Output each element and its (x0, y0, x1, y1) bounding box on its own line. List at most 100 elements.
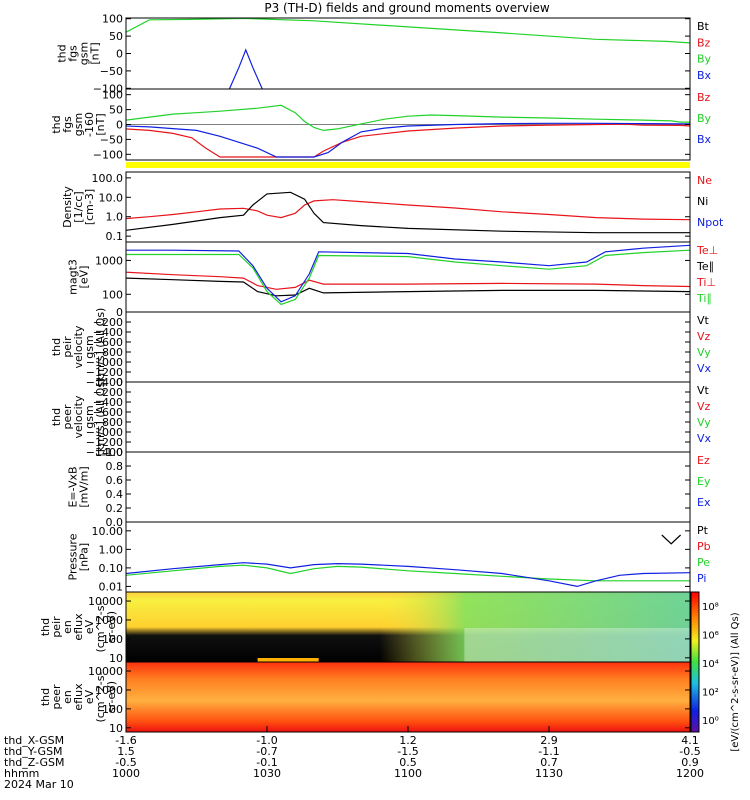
tick-label: −800 (93, 416, 123, 429)
electron-spectrogram-fill (126, 662, 690, 732)
legend-label: Ti∥ (696, 292, 712, 305)
legend-label: Bx (697, 133, 712, 146)
series-density-ni (125, 191, 690, 234)
legend-label: Vx (697, 362, 712, 375)
tick-label: 50 (109, 104, 123, 117)
legend-label: Ti⊥ (696, 276, 716, 289)
y-axis-label: eV (83, 619, 96, 634)
ephemeris-variable-label: thd_Z-GSM (4, 756, 64, 769)
tick-label: 1.0 (106, 211, 124, 224)
y-axis-label: eflux (72, 683, 85, 711)
tick-label: 100 (102, 13, 123, 26)
quality-flag-bar (126, 162, 690, 168)
y-axis-label: magt3 (67, 259, 80, 295)
legend-label: By (697, 112, 712, 125)
panel-frames (125, 17, 691, 733)
y-axis-label: [cm-3] (83, 189, 96, 225)
y-axis-labels: thdfgsgsm[nT]thdfgsgsm-160[nT]Density[1/… (39, 42, 118, 723)
legend-label: Vx (697, 432, 712, 445)
y-axis-label: [1/cc] (72, 191, 85, 222)
legend-label: Vy (697, 346, 711, 359)
y-axis-label: sr-eV) (105, 611, 118, 643)
panel-frame-temperature (125, 241, 691, 313)
series-temperature-te (125, 277, 691, 297)
y-axis-label: Density (61, 186, 74, 228)
ephemeris-variable-label: hhmm (4, 767, 39, 780)
y-axis-label: peir (61, 336, 74, 358)
ephemeris-value: -0.5 (679, 745, 700, 758)
y-axis-label: [km/s] (All Qs) (94, 378, 107, 457)
tick-label: 100 (102, 89, 123, 102)
series-fgs_gsm_zoom-by (125, 104, 690, 132)
y-axis-label: thd (50, 115, 63, 133)
y-axis-label: -160 (83, 112, 96, 137)
ion-spectrogram-sparse (464, 628, 690, 662)
y-axis-label: peer (61, 404, 74, 430)
y-axis-label: peir (50, 616, 63, 638)
ephemeris-value: 1.5 (117, 745, 135, 758)
legend-label: Pi (697, 572, 706, 585)
legend-label: Pe (697, 556, 710, 569)
y-axis-label: en (61, 620, 74, 634)
legend-label: Te⊥ (696, 244, 718, 257)
tick-label: 0.10 (99, 562, 124, 575)
y-axis-label: (cm^2-s- (94, 672, 107, 723)
y-axis-label: [nT] (94, 113, 107, 135)
tick-label: 0.4 (106, 488, 124, 501)
tick-label: 0.0 (106, 516, 124, 529)
legends: Bt Bz By Bx Bz By Bx Ne Ni Npot Te⊥ Te∥ Ti⊥ Ti∥ Vt Vz Vy… (696, 20, 724, 585)
legend-label: Pb (697, 540, 711, 553)
tick-label: −600 (93, 406, 123, 419)
y-axis-label: thd (39, 618, 52, 636)
electron-spectrogram-flag (257, 658, 319, 662)
tick-label: −800 (93, 346, 123, 359)
ephemeris-value: 1200 (676, 767, 704, 780)
legend-label: Bz (697, 36, 711, 49)
tick-label: 0 (116, 306, 123, 319)
tick-label: 50 (109, 30, 123, 43)
tick-label: 0.2 (106, 502, 124, 515)
tick-label: 1000 (95, 614, 123, 627)
ion-spectrogram-overlay (126, 592, 690, 662)
tick-label: 0.6 (106, 474, 124, 487)
y-axis-label: thd (56, 44, 69, 62)
colorbar-tick-label: 10⁰ (702, 716, 719, 727)
ephemeris-variable-label: thd_X-GSM (4, 734, 64, 747)
colorbar-tick-label: 10⁶ (702, 631, 719, 642)
ephemeris-value: 1.2 (399, 734, 417, 747)
legend-label: Ey (697, 475, 711, 488)
colorbar-tick-label: 10⁸ (702, 602, 719, 613)
y-axis-label: [nPa] (78, 543, 91, 571)
legend-label: Pt (697, 524, 709, 537)
tick-label: 0 (116, 376, 123, 389)
y-axis-label: E=-VxB (67, 466, 80, 507)
y-axis-label: fgs (61, 116, 74, 133)
ephemeris-value: -1.1 (538, 745, 559, 758)
tick-label: −400 (93, 326, 123, 339)
y-axis-label: thd (50, 338, 63, 356)
tick-label: 100.0 (92, 172, 124, 185)
tick-label: −1000 (86, 356, 123, 369)
series-pressure-pt (661, 534, 682, 545)
tick-label: 10000 (88, 595, 123, 608)
legend-label: Vt (697, 384, 710, 397)
y-axis-label: en (61, 690, 74, 704)
tick-label: 10 (109, 722, 123, 735)
ephemeris-value: 0.9 (681, 756, 699, 769)
panel-frame-ion_velocity (125, 311, 691, 383)
ephemeris-variable-label: 2024 Mar 10 (4, 778, 74, 791)
tick-label: −1000 (86, 426, 123, 439)
panel-frame-electron_velocity (125, 381, 691, 453)
ephemeris-value: 1000 (112, 767, 140, 780)
tick-labels: 100500−50−100100500−50−100100.010.01.00.… (86, 13, 690, 735)
tick-label: 10.0 (99, 191, 124, 204)
colorbar-tick-label: 10⁴ (702, 659, 719, 670)
ephemeris-value: -1.6 (115, 734, 136, 747)
tick-label: 1.00 (99, 543, 124, 556)
ephemeris-value: -0.7 (256, 745, 277, 758)
y-axis-label: gsm (83, 335, 96, 358)
y-axis-label: eflux (72, 613, 85, 641)
y-axis-label: sr-eV) (105, 681, 118, 713)
tick-label: 10 (109, 652, 123, 665)
